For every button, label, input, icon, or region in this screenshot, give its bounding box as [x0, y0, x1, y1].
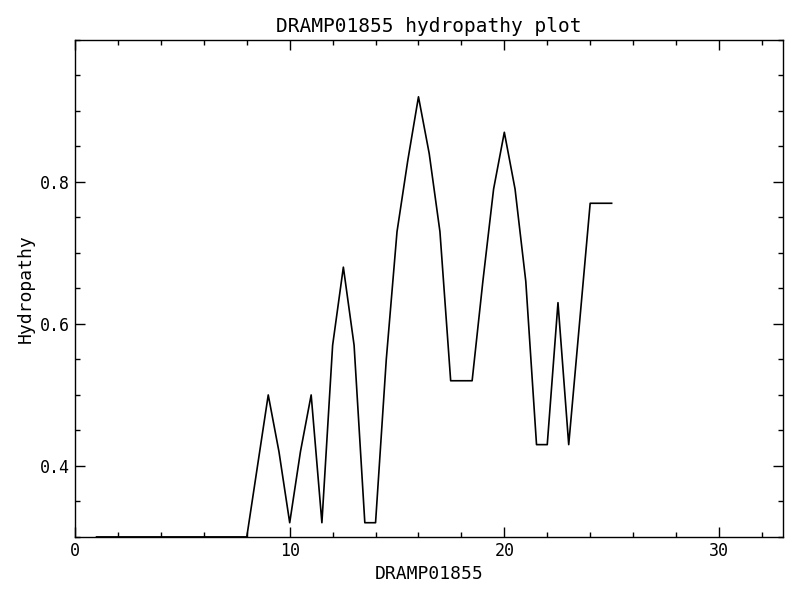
- Y-axis label: Hydropathy: Hydropathy: [17, 234, 34, 343]
- Title: DRAMP01855 hydropathy plot: DRAMP01855 hydropathy plot: [277, 17, 582, 35]
- X-axis label: DRAMP01855: DRAMP01855: [375, 565, 483, 583]
